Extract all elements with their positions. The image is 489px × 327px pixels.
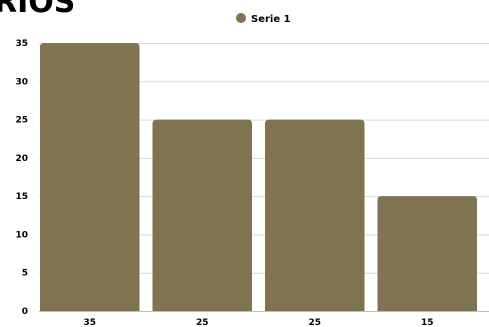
bars: [40, 43, 477, 311]
bar-3: [265, 119, 365, 311]
legend-swatch-serie-1: [236, 13, 246, 23]
y-tick-label: 35: [15, 39, 28, 49]
y-tick-label: 10: [15, 230, 28, 240]
bar-1: [40, 43, 140, 311]
legend: Serie 1: [236, 13, 291, 25]
y-tick-label: 30: [15, 77, 28, 87]
y-axis: 0 5 10 15 20 25 30 35: [15, 39, 28, 317]
x-category-label: 15: [421, 318, 434, 327]
x-category-label: 25: [308, 318, 321, 327]
x-category-label: 25: [196, 318, 209, 327]
x-axis: 35 25 25 15: [83, 318, 433, 327]
y-tick-label: 5: [22, 269, 28, 279]
bar-4: [377, 196, 477, 311]
x-category-label: 35: [83, 318, 96, 327]
y-tick-label: 25: [15, 116, 28, 126]
chart-title: RIOS: [0, 0, 75, 20]
bar-2: [152, 119, 252, 311]
legend-label-serie-1: Serie 1: [251, 14, 291, 25]
y-tick-label: 20: [15, 154, 28, 164]
y-tick-label: 15: [15, 192, 28, 202]
y-tick-label: 0: [22, 307, 28, 317]
